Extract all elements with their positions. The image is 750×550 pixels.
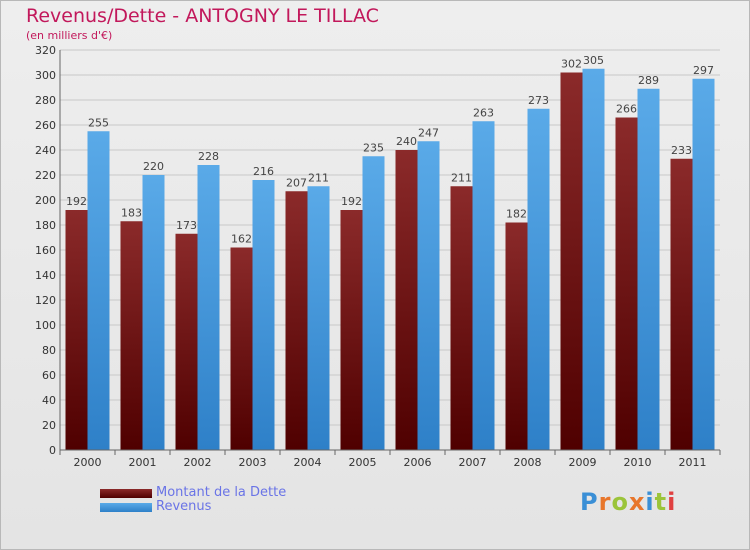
data-label: 273 [528, 94, 549, 107]
bar-revenus [472, 121, 495, 450]
data-label: 173 [176, 219, 197, 232]
bar-revenus [692, 78, 715, 450]
bar-dette [560, 72, 583, 450]
data-label: 263 [473, 106, 494, 119]
chart-title: Revenus/Dette - ANTOGNY LE TILLAC [26, 5, 379, 27]
x-tick-label: 2004 [294, 456, 322, 469]
bar-dette [450, 186, 473, 450]
bar-dette [120, 221, 143, 450]
data-label: 240 [396, 135, 417, 148]
y-tick-label: 180 [35, 219, 56, 232]
y-tick-label: 160 [35, 244, 56, 257]
data-label: 305 [583, 54, 604, 67]
logo-letter: x [628, 488, 646, 516]
bar-dette [285, 191, 308, 450]
data-label: 302 [561, 58, 582, 71]
y-tick-label: 0 [49, 444, 56, 457]
data-label: 247 [418, 126, 439, 139]
chart-subtitle: (en milliers d'€) [26, 29, 113, 42]
bar-revenus [252, 180, 275, 450]
logo-letter: i [645, 488, 655, 516]
y-tick-label: 280 [35, 94, 56, 107]
data-label: 192 [66, 195, 87, 208]
legend-label-dette: Montant de la Dette [156, 485, 287, 500]
y-tick-label: 20 [42, 419, 56, 432]
y-tick-label: 60 [42, 369, 56, 382]
x-tick-label: 2007 [459, 456, 487, 469]
bar-dette [230, 247, 253, 450]
logo-letter: i [667, 488, 677, 516]
bar-dette [505, 222, 528, 450]
x-tick-label: 2008 [514, 456, 542, 469]
data-label: 162 [231, 233, 252, 246]
data-label: 220 [143, 160, 164, 173]
y-tick-label: 260 [35, 119, 56, 132]
x-tick-label: 2009 [569, 456, 597, 469]
x-tick-label: 2011 [679, 456, 707, 469]
data-label: 266 [616, 103, 637, 116]
x-tick-label: 2005 [349, 456, 377, 469]
bar-dette [340, 210, 363, 450]
y-tick-label: 100 [35, 319, 56, 332]
logo-letter: r [598, 488, 612, 516]
bar-revenus [197, 165, 220, 450]
data-label: 182 [506, 208, 527, 221]
logo-letter: P [580, 488, 599, 516]
bar-revenus [582, 68, 605, 450]
bar-dette [670, 158, 693, 450]
x-tick-label: 2000 [74, 456, 102, 469]
y-tick-label: 140 [35, 269, 56, 282]
data-label: 228 [198, 150, 219, 163]
x-tick-label: 2001 [129, 456, 157, 469]
bar-revenus [307, 186, 330, 450]
x-tick-label: 2003 [239, 456, 267, 469]
proxiti-logo: Proxiti [580, 488, 676, 516]
logo-letter: t [654, 488, 668, 516]
bar-revenus [417, 141, 440, 450]
data-label: 211 [451, 171, 472, 184]
bar-dette [175, 233, 198, 450]
data-label: 207 [286, 176, 307, 189]
logo-letter: o [611, 488, 629, 516]
y-tick-label: 40 [42, 394, 56, 407]
bar-dette [395, 150, 418, 450]
x-tick-label: 2006 [404, 456, 432, 469]
y-tick-label: 120 [35, 294, 56, 307]
x-tick-label: 2010 [624, 456, 652, 469]
bar-revenus [362, 156, 385, 450]
y-tick-label: 240 [35, 144, 56, 157]
data-label: 235 [363, 141, 384, 154]
y-tick-label: 200 [35, 194, 56, 207]
data-label: 255 [88, 116, 109, 129]
legend-label-revenus: Revenus [156, 499, 212, 514]
bar-revenus [142, 175, 165, 450]
data-label: 297 [693, 64, 714, 77]
data-label: 183 [121, 206, 142, 219]
y-tick-label: 220 [35, 169, 56, 182]
bar-dette [615, 117, 638, 450]
y-tick-label: 320 [35, 44, 56, 57]
data-label: 192 [341, 195, 362, 208]
data-label: 211 [308, 171, 329, 184]
data-label: 233 [671, 144, 692, 157]
bar-revenus [527, 108, 550, 450]
bar-dette [65, 210, 88, 450]
legend-swatch-revenus [100, 503, 152, 512]
x-tick-label: 2002 [184, 456, 212, 469]
y-tick-label: 300 [35, 69, 56, 82]
y-tick-label: 80 [42, 344, 56, 357]
data-label: 216 [253, 165, 274, 178]
legend-swatch-dette [100, 489, 152, 498]
bar-revenus [87, 131, 110, 450]
bar-revenus [637, 88, 660, 450]
data-label: 289 [638, 74, 659, 87]
